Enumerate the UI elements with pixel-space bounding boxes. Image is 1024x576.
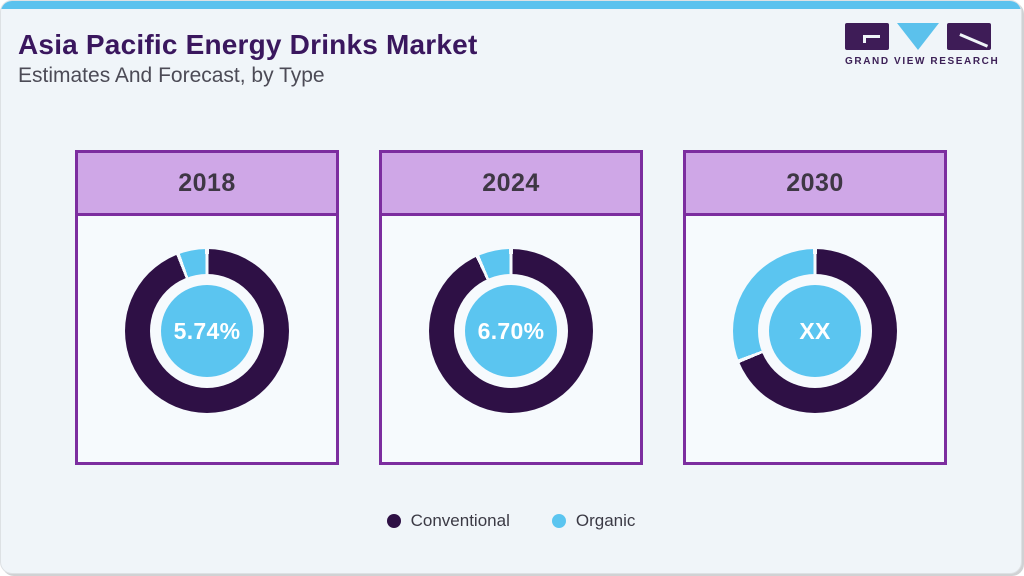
card-2030-body: XX (686, 216, 944, 459)
card-2018: 2018 5.74% (75, 150, 339, 465)
donut-hole-2024: 6.70% (454, 274, 568, 388)
donut-hole-2018: 5.74% (150, 274, 264, 388)
page-title: Asia Pacific Energy Drinks Market (18, 29, 478, 60)
logo-r-icon (947, 23, 991, 50)
donut-value-2018: 5.74% (161, 285, 253, 377)
top-accent-bar (1, 1, 1021, 9)
conventional-color-dot-icon (386, 514, 401, 528)
donut-hole-2030: XX (758, 274, 872, 388)
card-2024-year-label: 2024 (382, 153, 640, 216)
legend: Conventional Organic (1, 511, 1021, 531)
logo-shapes (845, 23, 991, 50)
grand-view-research-logo: GRAND VIEW RESEARCH (845, 23, 1000, 67)
card-2024: 2024 6.70% (379, 150, 643, 465)
card-2030: 2030 XX (683, 150, 947, 465)
donut-chart-2024: 6.70% (429, 249, 593, 413)
logo-text: GRAND VIEW RESEARCH (845, 56, 1000, 67)
donut-value-2024: 6.70% (465, 285, 557, 377)
organic-color-dot-icon (551, 514, 566, 528)
legend-label-organic: Organic (575, 511, 636, 530)
legend-label-conventional: Conventional (410, 511, 510, 530)
card-2018-year-label: 2018 (78, 153, 336, 216)
card-2018-body: 5.74% (78, 216, 336, 459)
donut-value-2030: XX (769, 285, 861, 377)
legend-item-conventional: Conventional (386, 511, 510, 531)
donut-chart-2018: 5.74% (125, 249, 289, 413)
card-2030-year-label: 2030 (686, 153, 944, 216)
page-subtitle: Estimates And Forecast, by Type (18, 64, 325, 87)
logo-v-triangle-icon (897, 23, 939, 50)
header: Asia Pacific Energy Drinks Market Estima… (1, 9, 1021, 88)
legend-item-organic: Organic (551, 511, 636, 531)
donut-chart-2030: XX (733, 249, 897, 413)
year-cards-row: 2018 5.74% 2024 6.70% 2030 (1, 150, 1021, 465)
card-2024-body: 6.70% (382, 216, 640, 459)
logo-g-icon (845, 23, 889, 50)
